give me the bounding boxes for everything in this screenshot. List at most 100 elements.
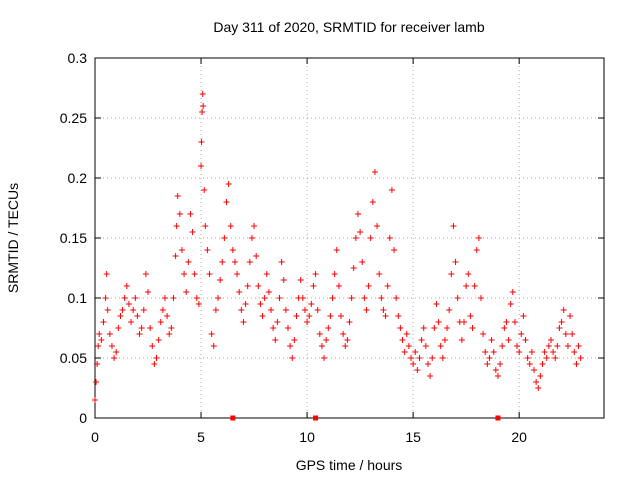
data-point [282,307,289,313]
x-axis-marker [230,415,236,421]
data-point [463,283,470,289]
data-point [304,319,311,325]
x-tick-label: 15 [405,429,421,445]
data-point [401,349,408,355]
data-point [416,355,423,361]
data-point [199,91,206,97]
data-point [123,283,130,289]
data-point [499,343,506,349]
data-point [217,277,224,283]
data-point [331,271,338,277]
data-point [159,307,166,313]
data-points [92,91,584,403]
data-point [418,337,425,343]
data-point [242,301,249,307]
data-point [469,325,476,331]
data-point [535,385,542,391]
x-axis-marker [313,415,319,421]
data-point [236,289,243,295]
x-tick-label: 10 [299,429,315,445]
data-point [202,223,209,229]
data-point [94,361,101,367]
data-point [454,295,461,301]
data-point [427,373,434,379]
data-point [556,325,563,331]
data-point [136,331,143,337]
data-point [378,295,385,301]
data-point [497,361,504,367]
data-point [102,295,109,301]
data-point [219,259,226,265]
data-point [221,235,228,241]
data-point [359,259,366,265]
data-point [284,325,291,331]
data-point [558,319,565,325]
data-point [212,307,219,313]
x-axis-label: GPS time / hours [296,457,403,473]
data-point [240,319,247,325]
data-point [395,313,402,319]
data-point [467,313,474,319]
data-point [265,289,272,295]
data-point [494,373,501,379]
data-point [280,277,287,283]
data-point [354,211,361,217]
data-point [297,277,304,283]
data-point [488,337,495,343]
data-point [270,325,277,331]
data-point [172,253,179,259]
data-point [391,247,398,253]
data-point [95,343,102,349]
data-point [145,289,152,295]
data-point [287,343,294,349]
y-tick-label: 0.1 [68,290,88,306]
data-point [174,193,181,199]
data-point [198,139,205,145]
data-point [564,343,571,349]
data-point [166,331,173,337]
data-point [486,355,493,361]
data-point [397,325,404,331]
data-point [393,295,400,301]
data-point [178,247,185,253]
data-point [516,349,523,355]
data-point [115,325,122,331]
y-tick-label: 0.2 [68,170,88,186]
data-point [388,187,395,193]
data-point [363,307,370,313]
data-point [528,349,535,355]
data-point [533,379,540,385]
data-point [329,295,336,301]
data-point [335,283,342,289]
data-point [514,343,521,349]
data-point [104,307,111,313]
data-point [348,295,355,301]
data-point [539,361,546,367]
x-tick-label: 0 [91,429,99,445]
data-point [414,367,421,373]
y-tick-label: 0.3 [68,50,88,66]
y-tick-label: 0.15 [60,230,87,246]
data-point [261,295,268,301]
data-point [569,331,576,337]
data-point [231,259,238,265]
data-point [361,295,368,301]
data-point [501,325,508,331]
data-point [435,319,442,325]
data-point [138,325,145,331]
data-point [422,343,429,349]
data-point [149,343,156,349]
chart-title: Day 311 of 2020, SRMTID for receiver lam… [213,19,485,35]
data-point [255,283,262,289]
data-point [475,235,482,241]
data-point [552,355,559,361]
data-point [340,331,347,337]
y-axis-label: SRMTID / TECUs [5,183,21,293]
data-point [310,283,317,289]
data-point [511,319,518,325]
data-point [316,331,323,337]
data-point [119,307,126,313]
data-point [251,223,258,229]
